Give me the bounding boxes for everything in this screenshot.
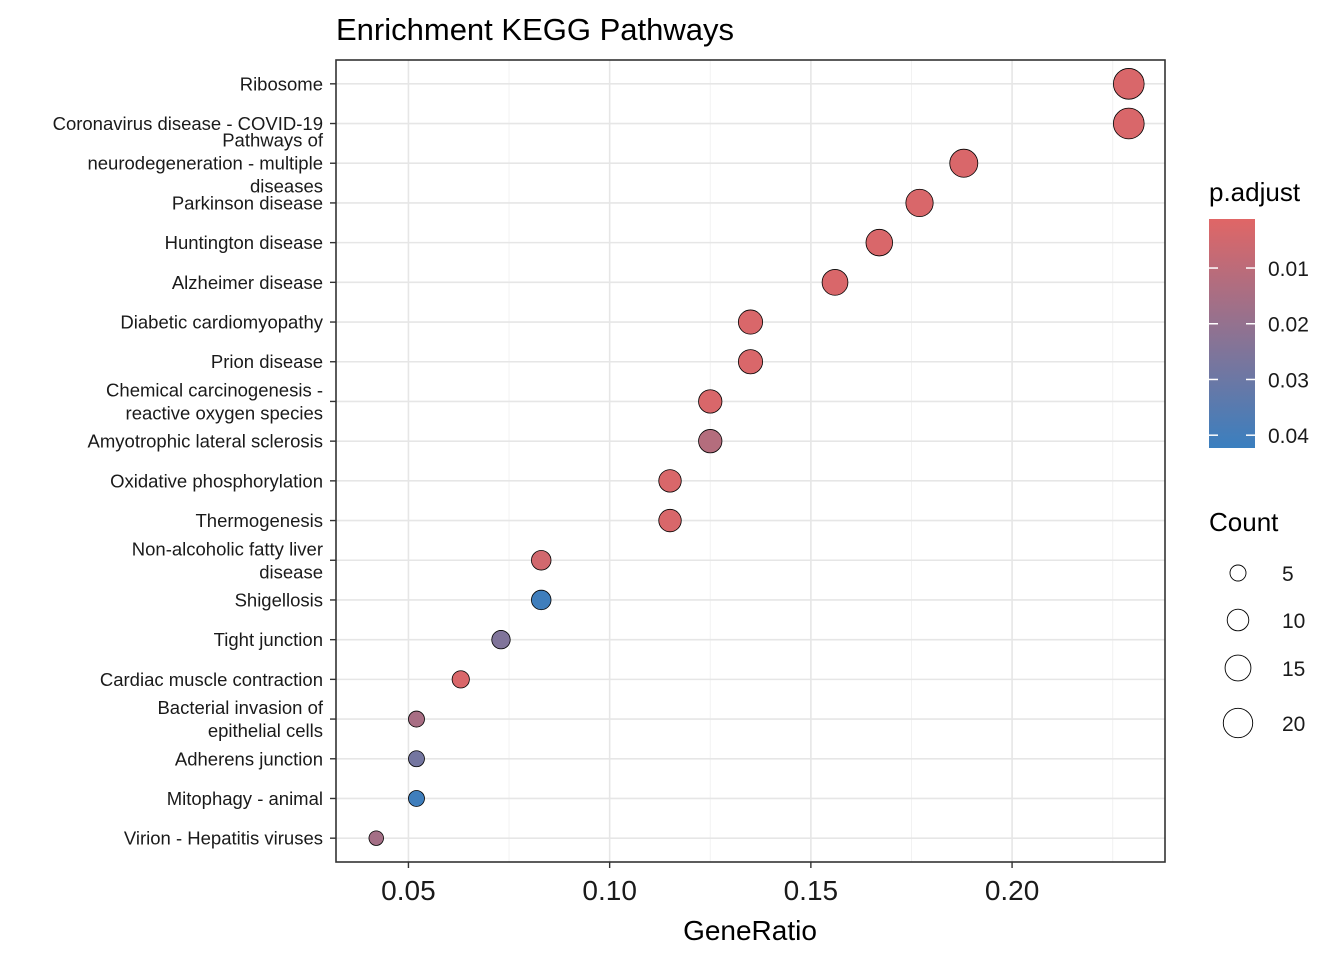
- size-legend-title: Count: [1209, 507, 1279, 537]
- data-point: [408, 750, 425, 768]
- data-point: [408, 710, 425, 728]
- x-axis-tick-label: 0.05: [381, 875, 436, 906]
- y-axis-tick-label: Oxidative phosphorylation: [110, 470, 323, 491]
- color-legend-label: 0.03: [1268, 369, 1309, 392]
- y-axis-tick-label: Cardiac muscle contraction: [100, 669, 323, 690]
- data-point: [865, 228, 893, 257]
- y-axis-tick-label: Prion disease: [211, 351, 323, 372]
- y-axis-tick-label: Adherens junction: [175, 748, 323, 769]
- data-point: [658, 469, 682, 493]
- data-point: [821, 269, 849, 296]
- data-point: [1113, 107, 1145, 140]
- size-legend-label: 5: [1282, 563, 1294, 586]
- data-point: [531, 589, 552, 611]
- data-point: [698, 389, 723, 414]
- y-axis-tick-label: Shigellosis: [235, 589, 323, 610]
- y-axis-tick-label: Chemical carcinogenesis -reactive oxygen…: [106, 379, 323, 423]
- y-axis-tick-label: Non-alcoholic fatty liver disease: [132, 538, 323, 582]
- y-axis-tick-label: Tight junction: [214, 629, 323, 650]
- data-point: [531, 550, 552, 571]
- y-axis-tick-label: Ribosome: [240, 73, 323, 94]
- size-legend-label: 10: [1282, 610, 1305, 633]
- y-axis-tick-label: Bacterial invasion of epithelial cells: [157, 697, 323, 741]
- size-legend-label: 15: [1282, 658, 1305, 681]
- size-legend-label: 20: [1282, 713, 1305, 736]
- data-point: [698, 429, 723, 454]
- size-legend-key: [1226, 608, 1250, 632]
- data-point: [491, 630, 511, 650]
- x-axis-label: GeneRatio: [683, 915, 817, 946]
- y-axis-tick-label: Thermogenesis: [195, 510, 323, 531]
- y-axis-tick-label: Virion - Hepatitis viruses: [124, 828, 323, 849]
- x-axis-tick-label: 0.10: [582, 875, 637, 906]
- color-legend-label: 0.01: [1268, 258, 1309, 281]
- chart-title: Enrichment KEGG Pathways: [336, 12, 734, 47]
- data-point: [905, 188, 934, 218]
- size-legend-key: [1229, 564, 1247, 582]
- data-point: [949, 148, 979, 178]
- y-axis-tick-label: Mitophagy - animal: [167, 788, 323, 809]
- color-legend-label: 0.02: [1268, 314, 1309, 337]
- y-axis-tick-label: Parkinson disease: [172, 192, 323, 213]
- color-legend-label: 0.04: [1268, 425, 1309, 448]
- data-point: [1113, 68, 1145, 100]
- x-axis-tick-label: 0.15: [784, 875, 839, 906]
- color-legend-title: p.adjust: [1209, 177, 1301, 207]
- size-legend-key: [1224, 654, 1252, 682]
- data-point: [408, 790, 425, 807]
- plot-panel: [336, 60, 1165, 862]
- color-legend-bar: [1209, 219, 1255, 448]
- data-point: [737, 309, 764, 335]
- y-axis-tick-label: Alzheimer disease: [172, 272, 323, 293]
- y-axis-tick-label: Amyotrophic lateral sclerosis: [88, 431, 323, 452]
- y-axis-tick-label: Diabetic cardiomyopathy: [120, 312, 323, 333]
- x-axis-tick-label: 0.20: [985, 875, 1040, 906]
- data-point: [451, 670, 470, 689]
- plot-border: [335, 59, 1166, 863]
- data-point: [368, 830, 384, 846]
- data-point: [737, 349, 764, 375]
- data-point: [658, 508, 682, 533]
- y-axis-tick-label: Pathways of neurodegeneration - multiple d…: [87, 130, 323, 197]
- size-legend-key: [1222, 707, 1254, 739]
- y-axis-tick-label: Huntington disease: [165, 232, 323, 253]
- y-axis-tick-label: Coronavirus disease - COVID-19: [53, 113, 323, 134]
